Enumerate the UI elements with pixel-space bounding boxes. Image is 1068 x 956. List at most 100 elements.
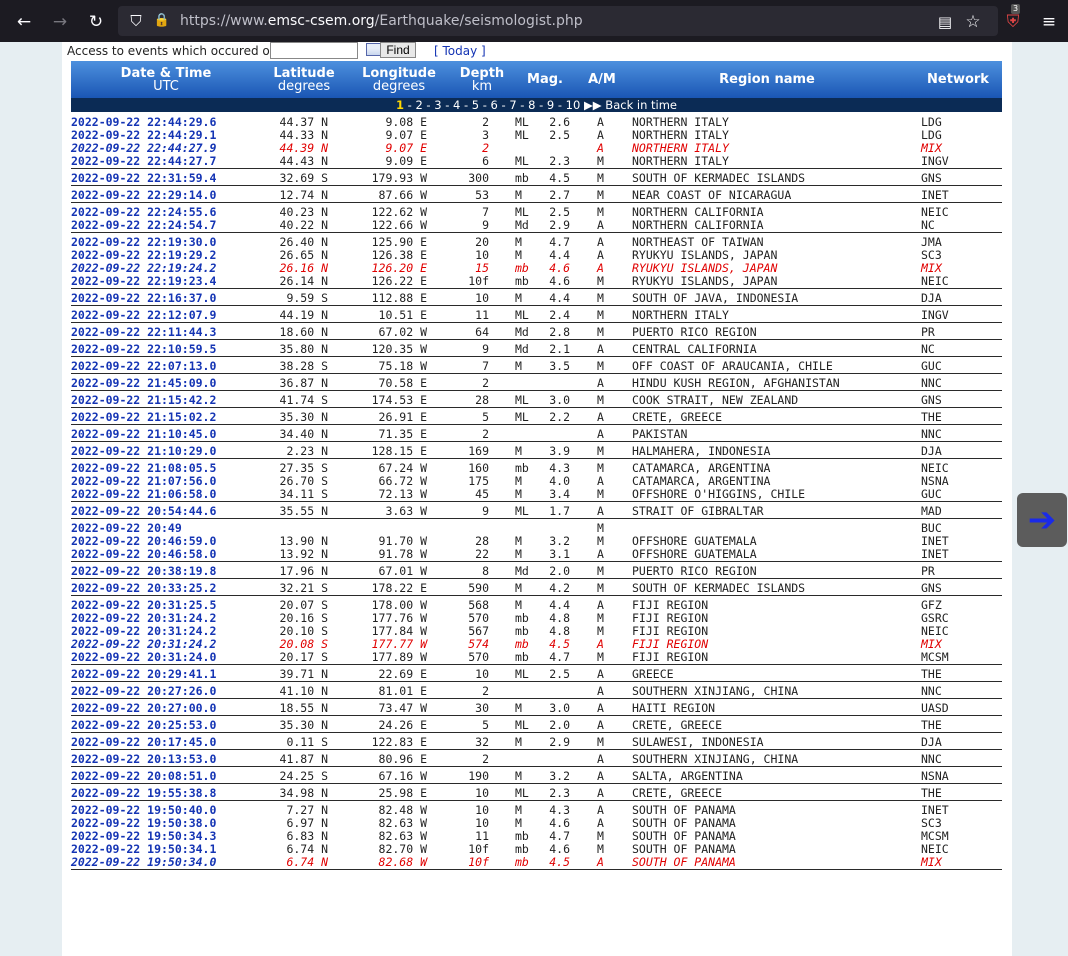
table-row[interactable]: 2022-09-22 21:45:09.0 36.87 N 70.58 E 2 A HIN…	[71, 377, 1002, 390]
event-datetime-link[interactable]: 2022-09-22 20:38:19.8	[71, 564, 217, 578]
event-datetime-link[interactable]: 2022-09-22 21:15:42.2	[71, 393, 217, 407]
table-row[interactable]: 2022-09-22 21:15:42.2 41.74 S 174.53 E 28 ML…	[71, 394, 1002, 407]
event-datetime-link[interactable]: 2022-09-22 22:31:59.4	[71, 171, 217, 185]
table-row[interactable]: 2022-09-22 20:46:59.0 13.90 N 91.70 W 28 M 3.…	[71, 535, 1002, 548]
event-datetime-link[interactable]: 2022-09-22 20:49	[71, 521, 182, 535]
header-longitude[interactable]: Longitude degrees	[362, 65, 436, 94]
event-datetime-link[interactable]: 2022-09-22 22:24:55.6	[71, 205, 217, 219]
reload-icon[interactable]: ↻	[88, 12, 104, 32]
event-datetime-link[interactable]: 2022-09-22 21:10:29.0	[71, 444, 217, 458]
table-row[interactable]: 2022-09-22 22:44:29.1 44.33 N 9.07 E 3 ML 2.5…	[71, 129, 1002, 142]
event-datetime-link[interactable]: 2022-09-22 22:44:29.1	[71, 128, 217, 142]
extension-icon[interactable]: ⛨ 3	[1006, 4, 1021, 32]
table-row[interactable]: 2022-09-22 20:29:41.1 39.71 N 22.69 E 10 ML 2…	[71, 668, 1002, 681]
table-row[interactable]: 2022-09-22 22:44:27.9 44.39 N 9.07 E 2 A NORT…	[71, 142, 1002, 155]
table-row[interactable]: 2022-09-22 19:50:34.1 6.74 N 82.70 W 10f mb 4…	[71, 843, 1002, 856]
table-row[interactable]: 2022-09-22 20:31:24.2 20.08 S 177.77 W 574 m…	[71, 638, 1002, 651]
event-datetime-link[interactable]: 2022-09-22 20:33:25.2	[71, 581, 217, 595]
event-datetime-link[interactable]: 2022-09-22 21:45:09.0	[71, 376, 217, 390]
table-row[interactable]: 2022-09-22 19:50:34.3 6.83 N 82.63 W 11 mb 4.…	[71, 830, 1002, 843]
table-row[interactable]: 2022-09-22 22:29:14.0 12.74 N 87.66 W 53 M 2.…	[71, 189, 1002, 202]
next-arrow-button[interactable]: ➔	[1017, 493, 1067, 547]
event-datetime-link[interactable]: 2022-09-22 21:15:02.2	[71, 410, 217, 424]
header-depth[interactable]: Depth km	[459, 65, 505, 94]
calendar-icon[interactable]	[366, 43, 381, 56]
event-datetime-link[interactable]: 2022-09-22 21:07:56.0	[71, 474, 217, 488]
event-datetime-link[interactable]: 2022-09-22 20:27:00.0	[71, 701, 217, 715]
table-row[interactable]: 2022-09-22 21:06:58.0 34.11 S 72.13 W 45 M 3.…	[71, 488, 1002, 501]
event-datetime-link[interactable]: 2022-09-22 20:31:25.5	[71, 598, 217, 612]
table-row[interactable]: 2022-09-22 19:50:38.0 6.97 N 82.63 W 10 M 4.6…	[71, 817, 1002, 830]
event-datetime-link[interactable]: 2022-09-22 22:10:59.5	[71, 342, 217, 356]
lock-icon[interactable]: 🔒	[153, 13, 171, 28]
table-row[interactable]: 2022-09-22 21:15:02.2 35.30 N 26.91 E 5 ML 2.…	[71, 411, 1002, 424]
event-datetime-link[interactable]: 2022-09-22 22:16:37.0	[71, 291, 217, 305]
table-row[interactable]: 2022-09-22 20:31:24.2 20.10 S 177.84 W 567 m…	[71, 625, 1002, 638]
event-datetime-link[interactable]: 2022-09-22 20:29:41.1	[71, 667, 217, 681]
table-row[interactable]: 2022-09-22 20:49 M BUC	[71, 522, 1002, 535]
event-datetime-link[interactable]: 2022-09-22 20:25:53.0	[71, 718, 217, 732]
table-row[interactable]: 2022-09-22 20:46:58.0 13.92 N 91.78 W 22 M 3.…	[71, 548, 1002, 561]
table-row[interactable]: 2022-09-22 21:10:29.0 2.23 N 128.15 E 169 M 3…	[71, 445, 1002, 458]
fast-forward-icon[interactable]: ▶▶	[583, 98, 602, 112]
table-row[interactable]: 2022-09-22 21:10:45.0 34.40 N 71.35 E 2 A PAK…	[71, 428, 1002, 441]
table-row[interactable]: 2022-09-22 22:19:24.2 26.16 N 126.20 E 15 mb…	[71, 262, 1002, 275]
event-datetime-link[interactable]: 2022-09-22 22:29:14.0	[71, 188, 217, 202]
event-datetime-link[interactable]: 2022-09-22 19:50:34.0	[71, 855, 217, 869]
header-latitude[interactable]: Latitude degrees	[273, 65, 335, 94]
table-row[interactable]: 2022-09-22 22:10:59.5 35.80 N 120.35 W 9 Md 2…	[71, 343, 1002, 356]
hamburger-menu-icon[interactable]: ≡	[1041, 12, 1057, 32]
table-row[interactable]: 2022-09-22 22:07:13.0 38.28 S 75.18 W 7 M 3.5…	[71, 360, 1002, 373]
header-region[interactable]: Region name	[719, 72, 815, 87]
event-datetime-link[interactable]: 2022-09-22 22:24:54.7	[71, 218, 217, 232]
event-datetime-link[interactable]: 2022-09-22 19:50:34.3	[71, 829, 217, 843]
table-row[interactable]: 2022-09-22 22:44:27.7 44.43 N 9.09 E 6 ML 2.3…	[71, 155, 1002, 168]
table-row[interactable]: 2022-09-22 21:07:56.0 26.70 S 66.72 W 175 M 4…	[71, 475, 1002, 488]
event-datetime-link[interactable]: 2022-09-22 22:07:13.0	[71, 359, 217, 373]
table-row[interactable]: 2022-09-22 22:31:59.4 32.69 S 179.93 W 300 m…	[71, 172, 1002, 185]
table-row[interactable]: 2022-09-22 20:31:24.0 20.17 S 177.89 W 570 m…	[71, 651, 1002, 664]
event-datetime-link[interactable]: 2022-09-22 22:11:44.3	[71, 325, 217, 339]
event-datetime-link[interactable]: 2022-09-22 22:44:27.7	[71, 154, 217, 168]
event-datetime-link[interactable]: 2022-09-22 20:27:26.0	[71, 684, 217, 698]
table-row[interactable]: 2022-09-22 19:50:34.0 6.74 N 82.68 W 10f mb 4…	[71, 856, 1002, 869]
event-datetime-link[interactable]: 2022-09-22 20:31:24.2	[71, 637, 217, 651]
event-datetime-link[interactable]: 2022-09-22 22:12:07.9	[71, 308, 217, 322]
table-row[interactable]: 2022-09-22 20:13:53.0 41.87 N 80.96 E 2 A SOU…	[71, 753, 1002, 766]
page-links[interactable]: - 2 - 3 - 4 - 5 - 6 - 7 - 8 - 9 - 10	[403, 98, 584, 112]
header-network[interactable]: Network	[927, 72, 989, 87]
find-button[interactable]: Find	[380, 42, 416, 58]
today-link[interactable]: [ Today ]	[434, 44, 486, 58]
header-am[interactable]: A/M	[588, 72, 616, 87]
event-datetime-link[interactable]: 2022-09-22 21:06:58.0	[71, 487, 217, 501]
event-datetime-link[interactable]: 2022-09-22 19:50:40.0	[71, 803, 217, 817]
table-row[interactable]: 2022-09-22 20:54:44.6 35.55 N 3.63 W 9 ML 1.7…	[71, 505, 1002, 518]
shield-icon[interactable]: ⛉	[130, 12, 142, 30]
table-row[interactable]: 2022-09-22 20:31:25.5 20.07 S 178.00 W 568 M…	[71, 599, 1002, 612]
event-datetime-link[interactable]: 2022-09-22 20:46:59.0	[71, 534, 217, 548]
header-date[interactable]: Date & Time UTC	[120, 65, 212, 94]
table-row[interactable]: 2022-09-22 22:24:55.6 40.23 N 122.62 W 7 ML 2…	[71, 206, 1002, 219]
back-arrow-icon[interactable]: ←	[16, 12, 32, 32]
event-datetime-link[interactable]: 2022-09-22 20:31:24.2	[71, 611, 217, 625]
url-text[interactable]: https://www.emsc-csem.org/Earthquake/sei…	[180, 13, 583, 29]
table-row[interactable]: 2022-09-22 20:31:24.2 20.16 S 177.76 W 570 m…	[71, 612, 1002, 625]
table-row[interactable]: 2022-09-22 19:50:40.0 7.27 N 82.48 W 10 M 4.3…	[71, 804, 1002, 817]
event-datetime-link[interactable]: 2022-09-22 21:10:45.0	[71, 427, 217, 441]
table-row[interactable]: 2022-09-22 20:38:19.8 17.96 N 67.01 W 8 Md 2.…	[71, 565, 1002, 578]
event-datetime-link[interactable]: 2022-09-22 20:31:24.0	[71, 650, 217, 664]
header-magnitude[interactable]: Mag.	[527, 72, 563, 87]
table-row[interactable]: 2022-09-22 22:16:37.0 9.59 S 112.88 E 10 M 4.…	[71, 292, 1002, 305]
table-row[interactable]: 2022-09-22 21:08:05.5 27.35 S 67.24 W 160 mb…	[71, 462, 1002, 475]
event-datetime-link[interactable]: 2022-09-22 20:31:24.2	[71, 624, 217, 638]
event-datetime-link[interactable]: 2022-09-22 22:19:23.4	[71, 274, 217, 288]
forward-arrow-icon[interactable]: →	[52, 12, 68, 32]
table-row[interactable]: 2022-09-22 22:19:29.2 26.65 N 126.38 E 10 M 4…	[71, 249, 1002, 262]
back-in-time-link[interactable]: Back in time	[601, 98, 678, 112]
table-row[interactable]: 2022-09-22 20:17:45.0 0.11 S 122.83 E 32 M 2.…	[71, 736, 1002, 749]
reader-view-icon[interactable]: ▤	[937, 13, 953, 31]
event-datetime-link[interactable]: 2022-09-22 20:46:58.0	[71, 547, 217, 561]
event-datetime-link[interactable]: 2022-09-22 21:08:05.5	[71, 461, 217, 475]
event-datetime-link[interactable]: 2022-09-22 22:44:27.9	[71, 141, 217, 155]
current-page[interactable]: 1	[395, 98, 404, 112]
